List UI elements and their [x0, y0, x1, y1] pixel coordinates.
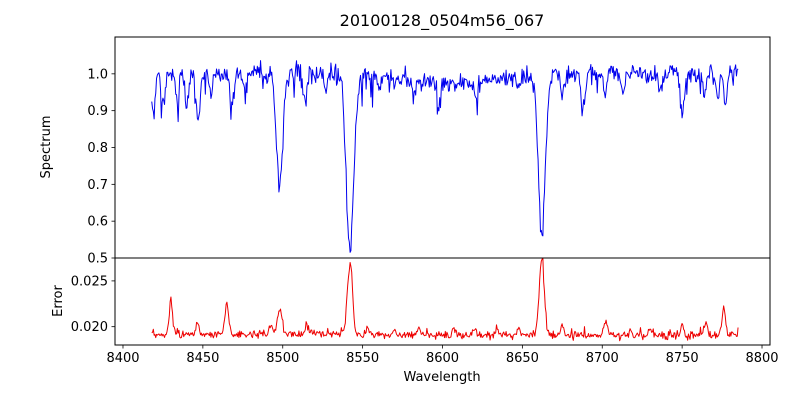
- x-tick-label: 8750: [666, 351, 699, 366]
- spectrum-panel-border: [114, 36, 771, 259]
- spectrum-y-tick-label: 0.9: [87, 104, 108, 119]
- x-tick-label: 8550: [346, 351, 379, 366]
- x-tick-label: 8500: [266, 351, 299, 366]
- error-y-axis-label: Error: [51, 285, 66, 317]
- error-panel-border: [114, 257, 771, 346]
- spectrum-y-tick-label: 0.7: [87, 178, 108, 193]
- spectrum-y-tick-label: 0.5: [87, 252, 108, 267]
- x-tick-label: 8450: [186, 351, 219, 366]
- x-tick-label: 8700: [586, 351, 619, 366]
- x-tick-label: 8400: [106, 351, 139, 366]
- error-series-line: [151, 258, 739, 342]
- x-tick-label: 8600: [426, 351, 459, 366]
- x-axis-label: Wavelength: [403, 370, 480, 385]
- spectrum-y-tick-label: 1.0: [87, 67, 108, 82]
- spectrum-y-axis-label: Spectrum: [39, 116, 54, 179]
- spectrum-y-tick-label: 0.8: [87, 141, 108, 156]
- x-tick-label: 8650: [506, 351, 539, 366]
- error-y-tick-label: 0.025: [71, 274, 108, 289]
- plot-area: 0.5 0.6 0.7 0.8 0.9 1.0 0.020 0.025 8400 8450 8500…: [71, 36, 779, 366]
- chart-title: 20100128_0504m56_067: [340, 11, 545, 31]
- error-y-tick-label: 0.020: [71, 320, 108, 335]
- x-tick-label: 8800: [745, 351, 778, 366]
- spectrum-y-tick-label: 0.6: [87, 215, 108, 230]
- spectrum-series-line: [151, 60, 739, 253]
